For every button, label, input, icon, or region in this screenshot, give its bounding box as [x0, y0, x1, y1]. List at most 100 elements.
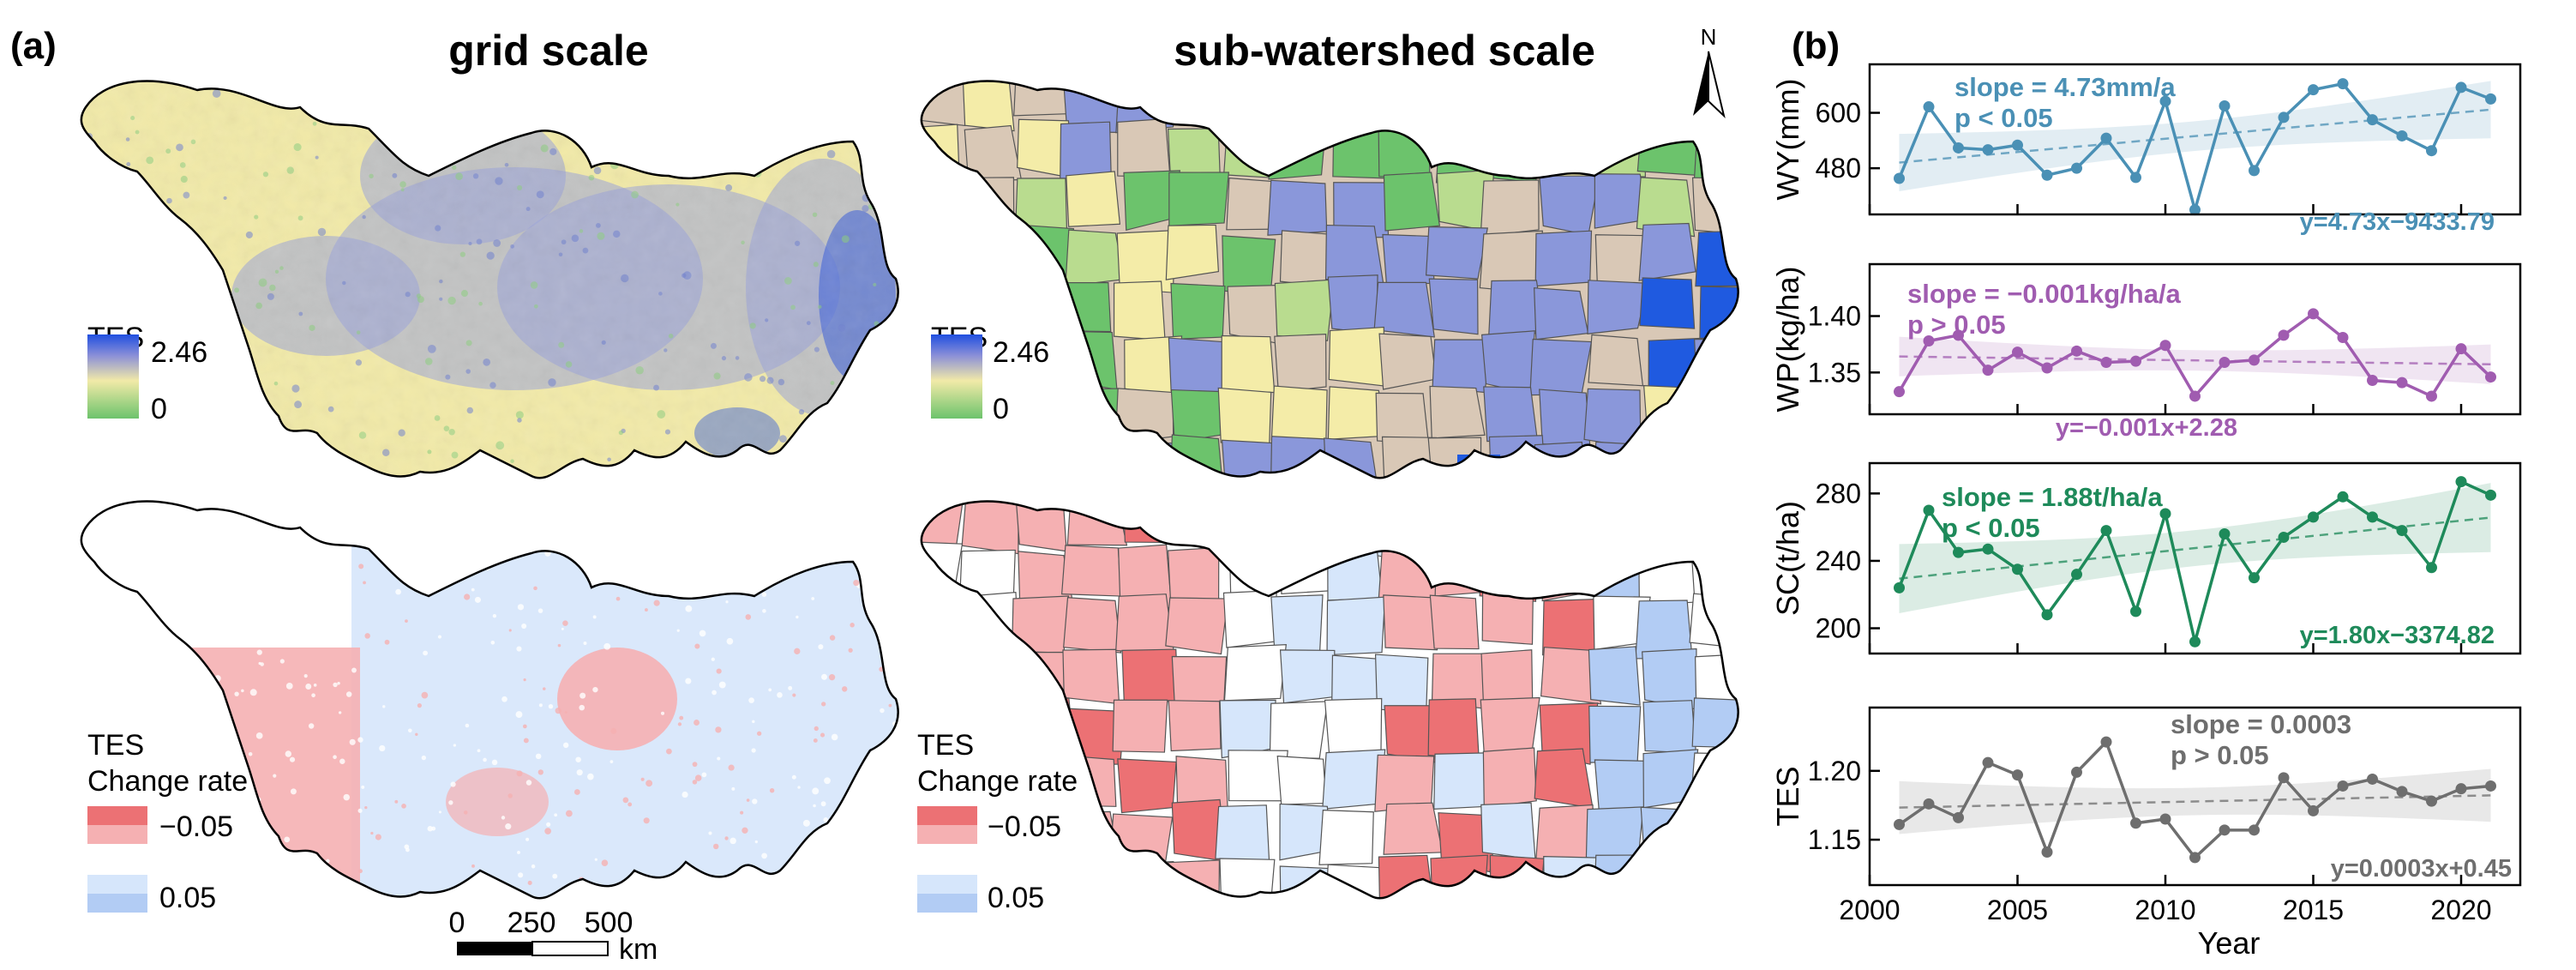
equation-wy: y=4.73x−9433.79: [2300, 208, 2495, 236]
point-tes: [2130, 817, 2141, 829]
point-tes: [2100, 736, 2112, 748]
x-tick-label: 2020: [2430, 895, 2491, 925]
p-annotation-wp: p > 0.05: [1907, 310, 2006, 340]
scale-bar: 0 250 500 km: [449, 907, 658, 966]
y-axis-label-sc: SC(t/ha): [1770, 501, 1805, 616]
point-wp: [2426, 390, 2437, 402]
point-sc: [1923, 504, 1935, 516]
point-wp: [2308, 308, 2319, 320]
point-wy: [2308, 84, 2319, 96]
point-wy: [2485, 93, 2496, 105]
point-wy: [2455, 81, 2467, 93]
point-sc: [2071, 569, 2082, 581]
point-sc: [2130, 605, 2141, 618]
point-sc: [2337, 491, 2349, 503]
x-tick-label: 2015: [2283, 895, 2344, 925]
point-tes: [2455, 783, 2467, 795]
point-tes: [2367, 773, 2378, 785]
y-tick-label-wy: 480: [1816, 153, 1861, 184]
point-sc: [2455, 476, 2467, 488]
scale-unit: km: [619, 933, 658, 966]
point-wy: [1953, 142, 1964, 154]
scale-tick-0: 0: [449, 907, 465, 939]
x-axis-label: Year: [2198, 925, 2261, 961]
panel-b-label: (b): [1792, 25, 1840, 67]
scale-tick-500: 500: [585, 907, 633, 939]
point-wy: [2189, 204, 2201, 216]
y-tick-label-tes: 1.20: [1808, 756, 1861, 786]
change-legend-pos-sub: 0.05: [988, 882, 1044, 914]
point-tes: [1953, 811, 1964, 823]
slope-annotation-sc: slope = 1.88t/ha/a: [1942, 482, 2163, 512]
point-sc: [2308, 511, 2319, 523]
equation-wp: y=−0.001x+2.28: [2056, 414, 2237, 442]
tes-legend-sub: TES 2.46 0: [931, 322, 1049, 425]
p-annotation-wy: p < 0.05: [1955, 103, 2053, 133]
y-tick-label-wy: 600: [1816, 98, 1861, 129]
point-wp: [2367, 375, 2378, 387]
y-tick-label-sc: 200: [1816, 613, 1861, 644]
point-wp: [2130, 355, 2141, 367]
point-wp: [2219, 356, 2231, 368]
point-wp: [2249, 354, 2260, 366]
point-wp: [2100, 356, 2112, 368]
trend-line-tes: [1899, 794, 2491, 809]
point-wy: [1894, 172, 1905, 184]
point-wy: [1982, 144, 1994, 156]
point-sc: [2159, 508, 2171, 520]
slope-annotation-tes: slope = 0.0003: [2171, 709, 2351, 739]
scale-tick-250: 250: [507, 907, 556, 939]
point-tes: [2337, 780, 2349, 792]
point-sc: [2189, 636, 2201, 648]
change-legend-subtitle: Change rate: [87, 765, 248, 798]
point-wp: [2159, 340, 2171, 352]
point-tes: [2071, 766, 2082, 778]
grid-tes-map-outline: [80, 80, 899, 479]
point-wy: [2367, 114, 2378, 126]
point-wp: [2455, 343, 2467, 355]
point-sc: [2012, 563, 2023, 575]
y-tick-label-wp: 1.40: [1808, 301, 1861, 332]
point-wp: [2485, 371, 2496, 383]
x-tick-label: 2000: [1839, 895, 1900, 925]
sub-change-map-outline: [920, 500, 1739, 900]
panel-a-label: (a): [10, 25, 57, 67]
point-wy: [2100, 132, 2112, 144]
change-legend-grid: TES Change rate −0.05 0.05: [87, 729, 248, 914]
point-tes: [2485, 780, 2496, 792]
equation-sc: y=1.80x−3374.82: [2300, 622, 2495, 649]
point-wy: [1923, 101, 1935, 113]
point-sc: [1894, 581, 1905, 593]
y-axis-label-wp: WP(kg/ha): [1770, 266, 1805, 412]
equation-tes: y=0.0003x+0.45: [2331, 855, 2512, 883]
point-wp: [1923, 334, 1935, 346]
y-axis-label-wy: WY(mm): [1770, 79, 1805, 201]
frame-wp: [1868, 262, 2522, 416]
frame-sc: [1868, 461, 2522, 655]
sub-tes-map-outline: [920, 80, 1739, 479]
point-tes: [1894, 818, 1905, 830]
subwatershed-scale-title: sub-watershed scale: [1174, 27, 1595, 75]
grid-scale-title: grid scale: [448, 27, 648, 75]
point-wp: [2189, 390, 2201, 402]
point-tes: [2159, 813, 2171, 825]
tes-legend-min-sub: 0: [993, 393, 1009, 425]
point-sc: [2426, 562, 2437, 574]
point-tes: [2308, 804, 2319, 816]
north-arrow: N: [1693, 24, 1726, 119]
point-wy: [2041, 169, 2053, 181]
x-tick-label: 2005: [1987, 895, 2048, 925]
p-annotation-tes: p > 0.05: [2171, 740, 2269, 770]
grid-change-map: [80, 500, 899, 900]
point-wy: [2278, 111, 2290, 124]
point-sc: [2278, 531, 2290, 543]
point-tes: [1982, 756, 1994, 768]
point-wp: [1982, 365, 1994, 377]
point-wy: [2071, 162, 2082, 174]
point-sc: [2219, 528, 2231, 540]
change-legend-sub: TES Change rate −0.05 0.05: [917, 729, 1078, 914]
point-wp: [2337, 332, 2349, 344]
